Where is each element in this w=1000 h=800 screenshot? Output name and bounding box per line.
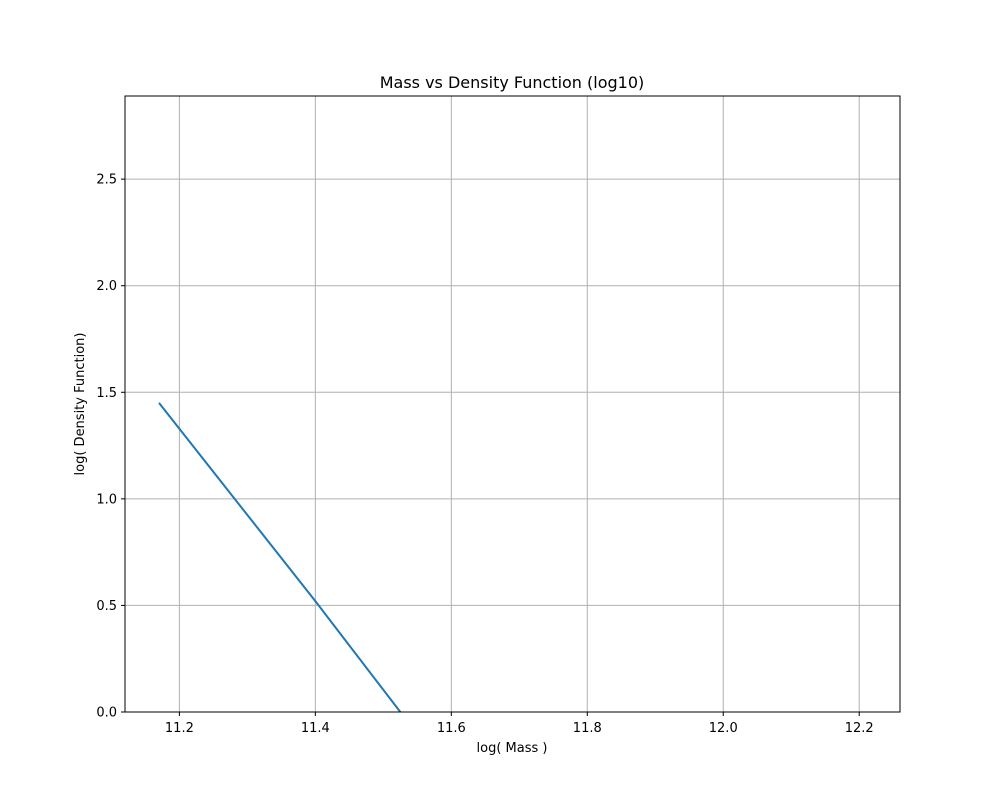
y-tick-label: 2.5 [96, 173, 117, 188]
chart-title: Mass vs Density Function (log10) [380, 73, 645, 92]
ticks: 11.2 11.4 11.6 11.8 12.0 12.2 0.0 0.5 1.0 1.5 2.0 2… [96, 173, 873, 736]
y-axis-label: log( Density Function) [73, 333, 88, 476]
x-tick-label: 12.2 [845, 721, 874, 736]
x-tick-label: 11.6 [437, 721, 466, 736]
series-layer [158, 402, 402, 713]
x-tick-label: 11.8 [573, 721, 602, 736]
x-axis-label: log( Mass ) [477, 741, 548, 756]
y-tick-label: 0.0 [96, 706, 117, 721]
y-tick-label: 2.0 [96, 279, 117, 294]
x-tick-label: 11.2 [165, 721, 194, 736]
y-tick-label: 0.5 [96, 599, 117, 614]
x-tick-label: 11.4 [301, 721, 330, 736]
y-tick-label: 1.0 [96, 492, 117, 507]
series-line [158, 402, 402, 713]
x-tick-label: 12.0 [709, 721, 738, 736]
y-tick-label: 1.5 [96, 386, 117, 401]
plot-frame [124, 95, 901, 713]
